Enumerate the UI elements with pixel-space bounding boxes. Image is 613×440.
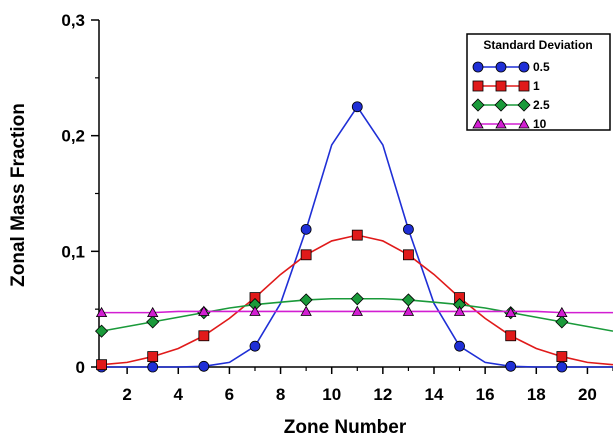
legend: Standard Deviation 0.5 1 2.5 10	[466, 33, 611, 131]
x-tick-label: 14	[425, 385, 444, 404]
data-point	[299, 293, 313, 307]
legend-label: 1	[533, 79, 540, 93]
data-point	[556, 306, 568, 318]
legend-swatch-marker	[518, 61, 530, 73]
legend-entry: 2.5	[471, 98, 550, 112]
x-tick-label: 20	[578, 385, 597, 404]
x-tick-label: 2	[122, 385, 131, 404]
data-point	[505, 360, 517, 372]
data-point	[147, 351, 159, 362]
legend-title: Standard Deviation	[483, 38, 592, 52]
data-point	[300, 223, 312, 235]
data-point	[351, 305, 363, 316]
legend-swatch-marker	[472, 118, 484, 129]
legend-swatch-marker	[472, 80, 484, 92]
data-point	[556, 361, 568, 373]
x-axis-title: Zone Number	[284, 417, 407, 438]
legend-swatch-marker	[494, 98, 508, 112]
data-point	[147, 306, 159, 318]
x-tick-label: 4	[174, 385, 184, 404]
legend-swatch-marker	[495, 80, 507, 92]
data-point	[350, 292, 364, 306]
x-tick-label: 8	[276, 385, 285, 404]
data-point	[556, 351, 568, 362]
y-axis-title: Zonal Mass Fraction	[8, 103, 29, 287]
legend-swatch-marker	[518, 80, 530, 92]
series-layer	[94, 101, 613, 373]
legend-entry: 1	[472, 79, 540, 93]
data-point	[94, 324, 109, 338]
legend-swatch-marker	[518, 118, 530, 129]
legend-swatch-marker	[517, 98, 531, 112]
data-point	[401, 293, 415, 307]
data-point	[147, 361, 159, 373]
legend-swatch-marker	[495, 61, 507, 73]
y-tick-label: 0,1	[61, 242, 85, 261]
series-10	[95, 305, 613, 318]
data-point	[249, 305, 261, 316]
data-point	[198, 305, 210, 316]
data-point	[453, 305, 466, 316]
legend-label: 0.5	[533, 60, 550, 74]
x-tick-label: 12	[373, 385, 392, 404]
axes-layer: 0 0,1 0,2 0,3 2 4 6 8 10 12 14 16 18 20	[61, 11, 613, 404]
legend-box	[466, 33, 611, 131]
legend-entry: 10	[472, 117, 547, 131]
legend-swatch-marker	[472, 61, 484, 73]
data-point	[146, 315, 160, 329]
data-point	[505, 330, 517, 342]
data-point	[96, 359, 107, 371]
y-tick-label: 0,3	[61, 11, 85, 30]
x-tick-label: 10	[322, 385, 341, 404]
data-point	[198, 330, 210, 342]
data-point	[555, 315, 569, 329]
data-point	[198, 360, 210, 372]
legend-label: 10	[533, 117, 547, 131]
data-point	[351, 229, 363, 241]
x-tick-label: 6	[225, 385, 234, 404]
x-tick-label: 18	[527, 385, 546, 404]
data-point	[249, 340, 261, 352]
data-point	[300, 305, 312, 316]
y-tick-label: 0,2	[61, 127, 85, 146]
data-point	[95, 306, 108, 318]
data-point	[505, 306, 517, 318]
legend-entry: 0.5	[472, 60, 550, 74]
legend-label: 2.5	[533, 98, 550, 112]
data-point	[402, 305, 415, 316]
data-point	[454, 340, 465, 352]
data-point	[300, 249, 312, 261]
x-tick-label: 16	[476, 385, 495, 404]
series-2-5	[94, 292, 613, 338]
data-point	[351, 101, 363, 113]
y-tick-label: 0	[76, 358, 85, 377]
data-point	[403, 223, 414, 235]
legend-swatch-marker	[495, 118, 507, 129]
data-point	[403, 249, 414, 261]
series-1	[96, 229, 613, 371]
legend-swatch-marker	[471, 98, 485, 112]
